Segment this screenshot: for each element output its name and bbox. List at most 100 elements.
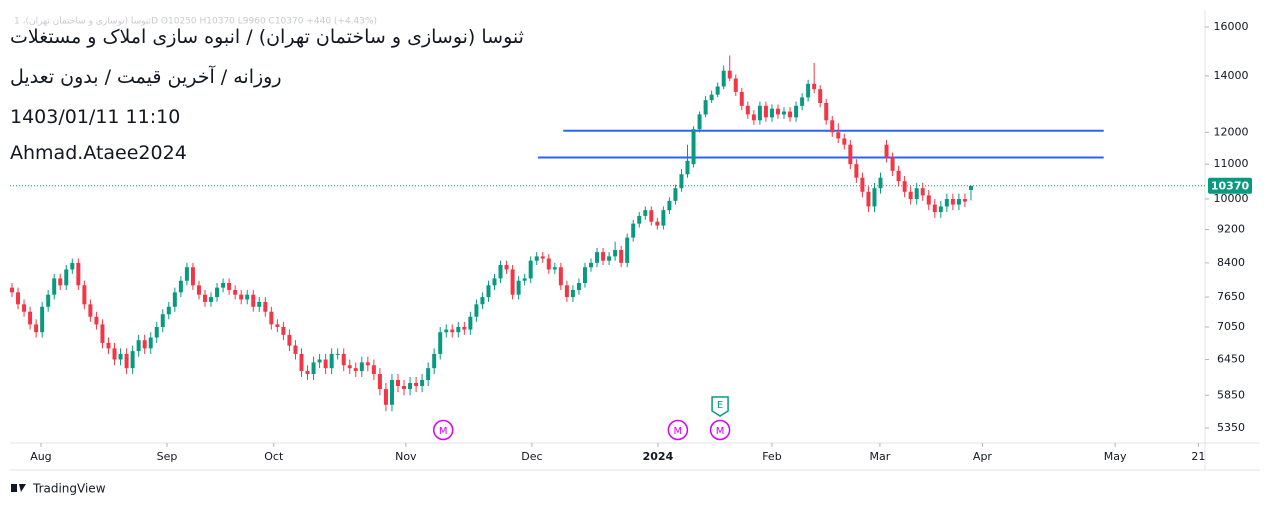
candle-body — [908, 191, 913, 200]
candle-body — [166, 306, 171, 315]
candle-body — [359, 362, 364, 372]
candle-body — [775, 108, 780, 115]
candle-body — [52, 278, 57, 295]
candle-body — [263, 301, 268, 312]
candle-body — [40, 306, 45, 333]
y-tick-label: 16000 — [1214, 20, 1249, 33]
x-tick-label: Mar — [870, 450, 891, 463]
candle-body — [76, 262, 81, 286]
candle-body — [426, 368, 431, 380]
candle-body — [221, 283, 226, 288]
candle-body — [932, 204, 937, 213]
x-tick-label: Nov — [395, 450, 417, 463]
event-badge — [709, 419, 731, 441]
candle-body — [540, 256, 545, 259]
candle-body — [727, 70, 732, 79]
candle-body — [251, 294, 256, 307]
candle-body — [691, 129, 696, 165]
candle-body — [763, 105, 768, 118]
candle-body — [607, 256, 612, 261]
candle-body — [154, 326, 159, 338]
y-tick-label: 7050 — [1217, 320, 1245, 333]
candle-body — [866, 191, 871, 207]
candle-body — [950, 199, 955, 205]
x-tick-label: Feb — [762, 450, 781, 463]
candle-body — [673, 188, 678, 201]
title-line: ثنوسا (نوسازی و ساختمان تهران) / انبوه س… — [10, 26, 524, 48]
candle-body — [601, 252, 606, 261]
event-label: M — [674, 426, 683, 437]
candle-body — [275, 324, 280, 327]
candle-body — [269, 311, 274, 325]
candle-body — [504, 265, 509, 270]
candle-body — [202, 294, 207, 302]
candle-body — [528, 260, 533, 279]
candle-body — [299, 353, 304, 372]
candle-body — [661, 210, 666, 226]
candle-body — [148, 337, 153, 349]
candle-body — [782, 111, 787, 115]
x-tick-label: Sep — [157, 450, 178, 463]
candle-body — [812, 83, 817, 90]
candle-body — [335, 353, 340, 355]
candle-body — [112, 348, 117, 360]
candle-body — [28, 311, 33, 325]
candle-body — [685, 160, 690, 175]
candle-body — [462, 326, 467, 330]
y-tick-label: 10000 — [1214, 192, 1249, 205]
y-tick-label: 14000 — [1214, 69, 1249, 82]
title-line: روزانه / آخرین قیمت / بدون تعدیل — [10, 66, 282, 88]
candle-body — [293, 345, 298, 354]
candle-body — [589, 262, 594, 268]
candle-body — [347, 365, 352, 369]
candle-body — [890, 157, 895, 171]
candle-body — [800, 97, 805, 106]
candle-body — [124, 353, 129, 369]
y-tick-label: 9200 — [1217, 223, 1245, 236]
candle-body — [450, 329, 455, 333]
candle-body — [564, 285, 569, 298]
candle-body — [136, 340, 141, 352]
candle-body — [209, 297, 214, 302]
candle-body — [631, 223, 636, 238]
candle-body — [172, 292, 177, 307]
candle-body — [902, 181, 907, 192]
y-tick-label: 12000 — [1214, 125, 1249, 138]
candle-body — [721, 70, 726, 87]
candle-body — [16, 292, 21, 305]
candle-body — [558, 267, 563, 286]
candle-body — [926, 195, 931, 205]
candle-body — [106, 342, 111, 349]
candle-body — [305, 371, 310, 375]
candle-body — [848, 144, 853, 165]
candle-body — [341, 353, 346, 366]
candle-body — [788, 111, 793, 118]
candle-body — [649, 210, 654, 222]
y-tick-label: 6450 — [1217, 353, 1245, 366]
y-tick-label: 5850 — [1217, 388, 1245, 401]
candle-body — [408, 382, 413, 390]
candle-body — [178, 280, 183, 293]
x-tick-label: Aug — [30, 450, 51, 463]
candle-body — [245, 294, 250, 300]
candle-body — [576, 283, 581, 290]
x-tick-label: 21 — [1191, 450, 1205, 463]
candle-body — [842, 138, 847, 145]
x-tick-label: 2024 — [643, 450, 674, 463]
candle-body — [438, 332, 443, 354]
candle-body — [595, 252, 600, 263]
candle-body — [956, 199, 961, 205]
y-tick-label: 5350 — [1217, 421, 1245, 434]
candle-body — [625, 237, 630, 263]
candle-body — [510, 269, 515, 295]
candle-body — [82, 285, 87, 305]
candle-body — [142, 340, 147, 349]
logo: TradingView — [11, 482, 106, 496]
candle-body — [389, 379, 394, 405]
candle-body — [854, 164, 859, 178]
candle-body — [534, 256, 539, 261]
y-tick-label: 7650 — [1217, 290, 1245, 303]
candle-body — [190, 267, 195, 286]
candle-body — [395, 379, 400, 387]
candle-body — [794, 105, 799, 118]
